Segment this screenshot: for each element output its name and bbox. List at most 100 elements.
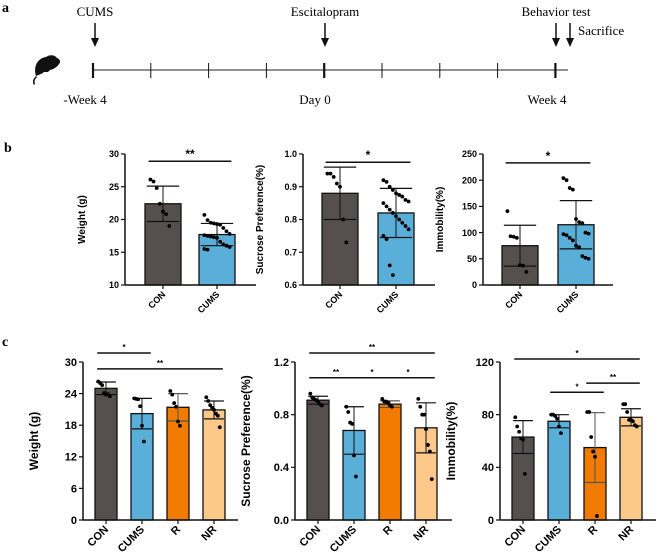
data-point: [157, 201, 162, 206]
data-point: [217, 425, 222, 430]
data-point: [136, 397, 141, 402]
significance-label: *: [575, 349, 579, 358]
data-point: [167, 224, 172, 228]
y-tick-label: 100: [462, 228, 477, 238]
data-point: [508, 234, 513, 239]
data-point: [328, 171, 333, 176]
data-point: [151, 179, 156, 184]
bar-con: [94, 387, 118, 521]
y-tick-label: 0.0: [274, 515, 289, 527]
panel-label-c: c: [2, 335, 8, 350]
y-tick-label: 250: [462, 149, 477, 159]
data-point: [341, 217, 346, 222]
data-point: [206, 399, 211, 403]
significance-label: *: [122, 343, 126, 352]
data-point: [227, 245, 232, 249]
data-point: [208, 234, 213, 239]
data-point: [517, 429, 522, 434]
data-point: [211, 235, 216, 240]
data-point: [574, 243, 578, 248]
data-point: [387, 263, 392, 268]
data-point: [623, 402, 628, 407]
data-point: [422, 412, 426, 417]
y-tick-label: 10: [109, 280, 119, 290]
data-point: [625, 410, 630, 414]
x-tick-label: CON: [85, 524, 111, 550]
data-point: [406, 199, 411, 204]
data-point: [567, 186, 572, 190]
data-point: [381, 233, 386, 238]
data-point: [161, 209, 165, 214]
y-tick-label: 0.7: [284, 247, 297, 257]
data-point: [586, 231, 591, 236]
data-point: [577, 245, 582, 250]
data-point: [350, 421, 354, 426]
data-point: [346, 410, 351, 414]
y-tick-label: 6: [71, 483, 77, 495]
data-point: [221, 242, 226, 247]
arrow-down-icon: [552, 38, 560, 47]
x-tick-label: CON: [146, 289, 167, 310]
significance-label: *: [546, 149, 551, 163]
data-point: [570, 238, 575, 243]
significance-label: **: [610, 373, 617, 382]
event-sacrifice-label: Sacrifice: [578, 23, 624, 38]
y-tick-label: 30: [65, 357, 77, 369]
data-point: [208, 403, 213, 408]
data-point: [394, 214, 398, 219]
y-tick-label: 24: [65, 388, 78, 400]
data-point: [308, 391, 313, 396]
data-point: [205, 233, 210, 238]
data-point: [344, 404, 349, 409]
y-axis-label: Weight (g): [27, 412, 41, 470]
y-tick-label: 0.9: [284, 182, 297, 192]
y-tick-label: 12: [65, 452, 77, 464]
arrow-down-icon: [91, 38, 99, 47]
y-tick-label: 1.2: [274, 357, 289, 369]
data-point: [390, 404, 394, 409]
data-point: [427, 449, 432, 454]
data-point: [634, 424, 639, 429]
mouse-icon: [32, 55, 61, 85]
panel-label-a: a: [2, 1, 9, 16]
data-point: [524, 270, 529, 274]
data-point: [208, 220, 213, 225]
data-point: [390, 211, 395, 215]
significance-label: *: [366, 148, 371, 162]
y-tick-label: 30: [109, 149, 119, 159]
x-tick-label: CON: [323, 289, 344, 310]
chart-b1: CON CUMS 10 15 20 25 30 Weight (g) **: [77, 147, 256, 315]
bar-nr: [202, 409, 226, 521]
data-point: [567, 235, 572, 240]
data-point: [580, 221, 585, 226]
data-point: [381, 201, 386, 206]
data-point: [148, 177, 153, 182]
data-point: [580, 254, 585, 259]
y-tick-label: 0: [472, 280, 477, 290]
data-point: [595, 514, 599, 518]
event-behavior-test-label: Behavior test: [522, 4, 591, 19]
y-axis-label: Immobility(%): [435, 187, 446, 253]
data-point: [154, 186, 159, 190]
data-point: [215, 235, 219, 240]
data-point: [561, 176, 566, 181]
x-tick-label: R: [381, 524, 395, 538]
y-tick-label: 15: [109, 247, 119, 257]
data-point: [218, 222, 223, 227]
y-tick-label: 25: [109, 182, 119, 192]
data-point: [387, 207, 392, 212]
data-point: [561, 232, 566, 237]
data-point: [344, 240, 349, 245]
data-point: [205, 218, 210, 223]
y-tick-label: 150: [462, 202, 477, 212]
arrow-down-icon: [321, 38, 329, 47]
data-point: [384, 237, 389, 242]
data-point: [505, 209, 510, 214]
bar-cums: [130, 412, 154, 521]
data-point: [426, 443, 430, 447]
y-tick-label: 40: [482, 462, 494, 474]
x-tick-label: CUMS: [555, 289, 581, 315]
arrow-down-icon: [566, 38, 574, 47]
data-point: [178, 423, 182, 428]
